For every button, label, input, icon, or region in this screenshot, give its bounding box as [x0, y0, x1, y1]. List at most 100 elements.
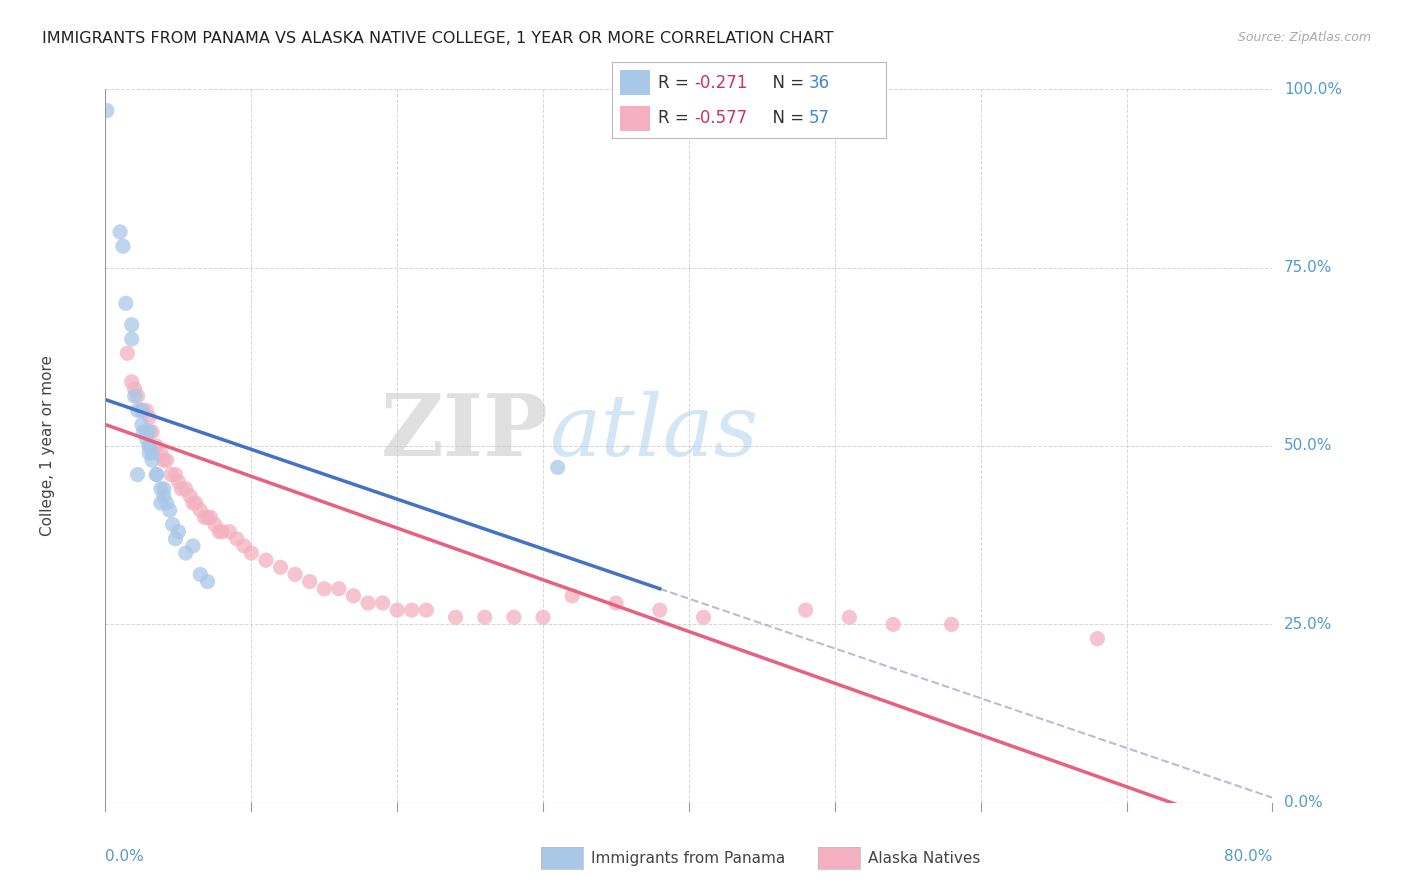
Point — [794, 603, 817, 617]
Point — [149, 496, 172, 510]
Text: 0.0%: 0.0% — [105, 849, 145, 864]
Point — [111, 239, 134, 253]
Point — [838, 610, 860, 624]
Point — [415, 603, 437, 617]
Text: N =: N = — [762, 109, 810, 127]
Point — [121, 318, 143, 332]
Point — [159, 503, 181, 517]
Point — [181, 496, 204, 510]
Point — [152, 453, 174, 467]
Point — [941, 617, 963, 632]
Point — [188, 567, 211, 582]
Text: Alaska Natives: Alaska Natives — [868, 851, 980, 865]
Point — [174, 546, 197, 560]
Point — [138, 425, 160, 439]
Point — [179, 489, 201, 503]
Point — [127, 467, 149, 482]
Point — [152, 489, 174, 503]
Point — [145, 439, 167, 453]
Text: -0.577: -0.577 — [695, 109, 747, 127]
Text: ZIP: ZIP — [381, 390, 548, 474]
Point — [218, 524, 240, 539]
Point — [121, 332, 143, 346]
Point — [692, 610, 714, 624]
Point — [165, 467, 187, 482]
Point — [502, 610, 524, 624]
Point — [127, 389, 149, 403]
Point — [96, 103, 118, 118]
Point — [167, 524, 190, 539]
Text: 25.0%: 25.0% — [1284, 617, 1333, 632]
Point — [115, 296, 138, 310]
Point — [357, 596, 380, 610]
Point — [328, 582, 350, 596]
Point — [233, 539, 256, 553]
Text: 80.0%: 80.0% — [1225, 849, 1272, 864]
Point — [131, 403, 153, 417]
Point — [124, 382, 146, 396]
Point — [204, 517, 226, 532]
Point — [561, 589, 583, 603]
Text: 57: 57 — [808, 109, 830, 127]
Text: 75.0%: 75.0% — [1284, 260, 1333, 275]
Point — [298, 574, 321, 589]
Point — [547, 460, 569, 475]
Point — [131, 403, 153, 417]
Point — [225, 532, 247, 546]
Text: R =: R = — [658, 73, 695, 92]
Text: Source: ZipAtlas.com: Source: ZipAtlas.com — [1237, 31, 1371, 45]
Point — [254, 553, 277, 567]
Text: IMMIGRANTS FROM PANAMA VS ALASKA NATIVE COLLEGE, 1 YEAR OR MORE CORRELATION CHAR: IMMIGRANTS FROM PANAMA VS ALASKA NATIVE … — [42, 31, 834, 46]
Text: 0.0%: 0.0% — [1284, 796, 1323, 810]
Point — [371, 596, 394, 610]
Point — [156, 496, 179, 510]
Point — [197, 574, 219, 589]
Point — [131, 417, 153, 432]
Point — [385, 603, 408, 617]
Point — [162, 517, 184, 532]
Point — [141, 453, 163, 467]
Point — [141, 425, 163, 439]
Point — [117, 346, 139, 360]
Point — [208, 524, 231, 539]
Text: 50.0%: 50.0% — [1284, 439, 1333, 453]
Point — [138, 410, 160, 425]
Point — [149, 482, 172, 496]
Point — [269, 560, 292, 574]
Point — [284, 567, 307, 582]
Bar — [620, 105, 650, 130]
Point — [342, 589, 364, 603]
Point — [605, 596, 627, 610]
Point — [121, 375, 143, 389]
Point — [314, 582, 336, 596]
Point — [138, 439, 160, 453]
Text: 36: 36 — [808, 73, 830, 92]
Point — [145, 467, 167, 482]
Point — [156, 453, 179, 467]
Point — [165, 532, 187, 546]
Point — [181, 539, 204, 553]
Point — [152, 482, 174, 496]
Point — [149, 446, 172, 460]
Point — [184, 496, 207, 510]
Point — [401, 603, 423, 617]
Point — [145, 467, 167, 482]
Point — [135, 403, 157, 417]
Point — [531, 610, 554, 624]
Point — [240, 546, 263, 560]
Point — [124, 389, 146, 403]
Text: atlas: atlas — [548, 391, 758, 473]
Point — [138, 446, 160, 460]
Point — [174, 482, 197, 496]
Point — [141, 446, 163, 460]
Text: N =: N = — [762, 73, 810, 92]
Point — [444, 610, 467, 624]
Text: R =: R = — [658, 109, 695, 127]
Point — [1085, 632, 1108, 646]
Point — [194, 510, 217, 524]
Point — [188, 503, 211, 517]
Text: 100.0%: 100.0% — [1284, 82, 1343, 96]
Point — [160, 467, 183, 482]
Point — [474, 610, 496, 624]
Point — [127, 403, 149, 417]
